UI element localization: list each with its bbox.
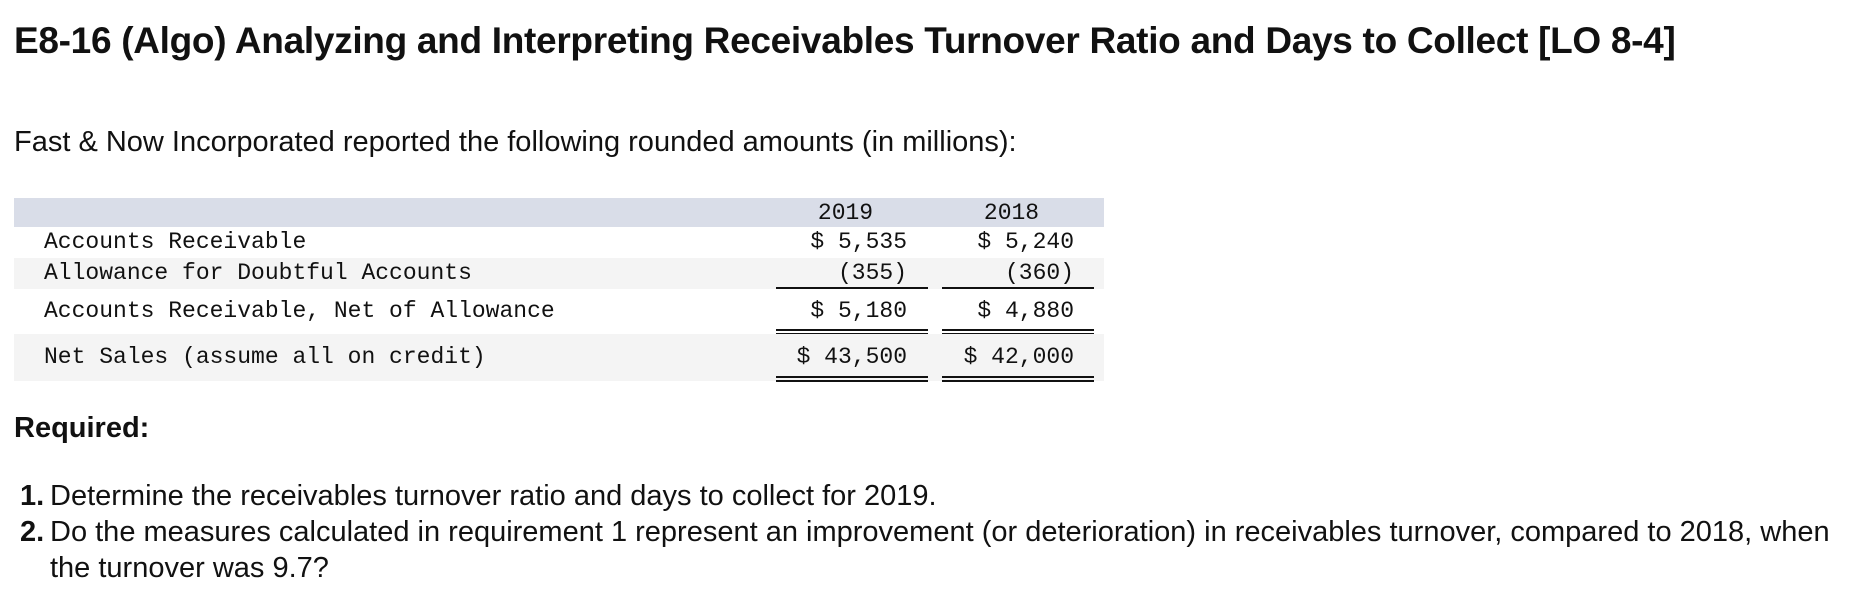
total-double-rule — [776, 376, 928, 382]
value-2019: (355) — [837, 260, 907, 286]
total-double-rule — [942, 376, 1094, 382]
item-text: Do the measures calculated in requiremen… — [50, 516, 1830, 584]
intro-text: Fast & Now Incorporated reported the fol… — [14, 126, 1017, 158]
list-item: 2. Do the measures calculated in require… — [14, 514, 1844, 586]
header-year-2019: 2019 — [817, 200, 874, 226]
value-2019: $ 5,180 — [810, 298, 907, 324]
requirements-list: 1. Determine the receivables turnover ra… — [14, 478, 1844, 586]
item-text: Determine the receivables turnover ratio… — [50, 480, 937, 512]
header-year-2018: 2018 — [983, 200, 1040, 226]
value-2018: $ 4,880 — [977, 298, 1074, 324]
row-label: Accounts Receivable, Net of Allowance — [44, 298, 555, 324]
table-row-allowance: Allowance for Doubtful Accounts (355) (3… — [14, 258, 1104, 289]
table-row-net-sales: Net Sales (assume all on credit) $ 43,50… — [14, 334, 1104, 382]
table-row-accounts-receivable: Accounts Receivable $ 5,535 $ 5,240 — [14, 227, 1104, 258]
value-2018: $ 42,000 — [963, 344, 1074, 370]
value-2018: $ 5,240 — [977, 229, 1074, 255]
row-label: Accounts Receivable — [44, 229, 307, 255]
item-number: 1. — [20, 480, 45, 512]
item-number: 2. — [20, 516, 45, 548]
list-item: 1. Determine the receivables turnover ra… — [14, 478, 1844, 514]
financial-table: 2019 2018 Accounts Receivable $ 5,535 $ … — [14, 198, 1104, 382]
required-heading: Required: — [14, 412, 150, 444]
value-2019: $ 5,535 — [810, 229, 907, 255]
table-row-net-receivable: Accounts Receivable, Net of Allowance $ … — [14, 289, 1104, 335]
row-label: Net Sales (assume all on credit) — [44, 344, 486, 370]
subtotal-rule — [776, 287, 928, 289]
table-header-row: 2019 2018 — [14, 198, 1104, 227]
row-label: Allowance for Doubtful Accounts — [44, 260, 472, 286]
value-2019: $ 43,500 — [796, 344, 907, 370]
page-title: E8-16 (Algo) Analyzing and Interpreting … — [14, 20, 1676, 61]
subtotal-rule — [942, 287, 1094, 289]
value-2018: (360) — [1004, 260, 1074, 286]
